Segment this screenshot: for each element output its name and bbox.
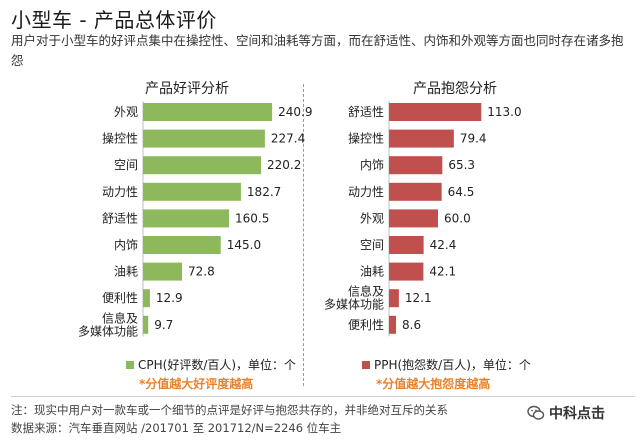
chart-1-value-label-4: 60.0 bbox=[444, 211, 471, 225]
chart-0-value-label-8: 9.7 bbox=[154, 318, 173, 332]
chart-1-bar-5 bbox=[389, 236, 424, 254]
chart-1-category-label-4: 外观 bbox=[360, 211, 384, 225]
footer-note: 注：现实中用户对一款车或一个细节的点评是好评与抱怨共存的，并非绝对互斥的关系 bbox=[11, 403, 448, 417]
left-legend-note: *分值越大好评度越高 bbox=[139, 377, 254, 391]
chart-0-bar-6 bbox=[143, 262, 183, 281]
left-legend-swatch bbox=[126, 361, 134, 369]
chart-0-bar-4 bbox=[143, 209, 230, 228]
chart-1-bar-6 bbox=[389, 262, 424, 281]
chart-1-category-label-3: 动力性 bbox=[348, 185, 384, 199]
chart-0-category-label-0: 外观 bbox=[114, 105, 138, 119]
chart-1-category-label-5: 空间 bbox=[360, 238, 384, 252]
footer-divider bbox=[11, 396, 635, 397]
chart-0-category-label-2: 空间 bbox=[114, 158, 138, 172]
chart-1-category-label-0: 舒适性 bbox=[348, 105, 384, 119]
chart-0-bar-1 bbox=[143, 129, 265, 148]
chart-1-bar-3 bbox=[389, 182, 442, 201]
chart-1-bar-8 bbox=[389, 315, 397, 334]
right-legend: PPH(抱怨数/百人)，单位：个 bbox=[362, 356, 531, 373]
chart-1-value-label-6: 42.1 bbox=[429, 265, 456, 279]
chart-0-value-label-6: 72.8 bbox=[188, 265, 215, 279]
chart-1-bar-1 bbox=[389, 129, 454, 148]
chart-0-bar-8 bbox=[143, 315, 149, 334]
chart-0-value-label-5: 145.0 bbox=[227, 238, 261, 252]
chart-1-value-label-2: 65.3 bbox=[448, 158, 475, 172]
chart-1-bar-4 bbox=[389, 209, 438, 228]
chart-1-value-label-3: 64.5 bbox=[448, 185, 475, 199]
chart-1-category-label-1: 操控性 bbox=[348, 131, 384, 146]
chart-1-bar-2 bbox=[389, 156, 443, 175]
chart-1-value-label-0: 113.0 bbox=[487, 105, 521, 119]
right-legend-swatch bbox=[362, 361, 370, 369]
left-legend: CPH(好评数/百人)，单位：个 bbox=[126, 356, 296, 373]
chart-0-category-label-5: 内饰 bbox=[114, 238, 138, 252]
page-subtitle: 用户对于小型车的好评点集中在操控性、空间和油耗等方面，而在舒适性、内饰和外观等方… bbox=[11, 33, 624, 68]
chart-0-bar-3 bbox=[143, 182, 241, 201]
chart-0-bar-2 bbox=[143, 156, 262, 175]
logo-text: 中科点击 bbox=[549, 406, 605, 422]
chart-0-value-label-2: 220.2 bbox=[267, 158, 301, 172]
chart-0-value-label-4: 160.5 bbox=[235, 211, 269, 225]
chart-1-category-label-6: 油耗 bbox=[360, 265, 384, 279]
chart-1-category-label-7: 信息及多媒体功能 bbox=[324, 284, 384, 312]
chart-0-bar-5 bbox=[143, 236, 221, 254]
page-title: 小型车 - 产品总体评价 bbox=[11, 8, 217, 32]
right-legend-note: *分值越大抱怨度越高 bbox=[376, 377, 491, 391]
chart-1-value-label-5: 42.4 bbox=[430, 238, 457, 252]
chart-1-value-label-8: 8.6 bbox=[402, 318, 421, 332]
chart-0-value-label-3: 182.7 bbox=[247, 185, 281, 199]
chart-0-category-label-6: 油耗 bbox=[114, 265, 138, 279]
chart-0-value-label-1: 227.4 bbox=[271, 132, 305, 146]
left-chart-title: 产品好评分析 bbox=[145, 81, 229, 97]
chart-0-bar-0 bbox=[143, 103, 273, 121]
chart-1-category-label-8: 便利性 bbox=[348, 318, 384, 332]
chart-0-value-label-7: 12.9 bbox=[156, 291, 183, 305]
wechat-icon bbox=[527, 405, 545, 420]
chart-0-category-label-3: 动力性 bbox=[102, 185, 138, 199]
brand-logo: 中科点击 bbox=[527, 403, 605, 423]
chart-0-bar-7 bbox=[143, 289, 150, 308]
chart-1-value-label-7: 12.1 bbox=[405, 291, 432, 305]
chart-0-value-label-0: 240.9 bbox=[278, 105, 312, 119]
left-legend-label: CPH(好评数/百人)，单位：个 bbox=[138, 358, 297, 372]
right-chart-title: 产品抱怨分析 bbox=[413, 81, 497, 97]
chart-1-value-label-1: 79.4 bbox=[460, 132, 487, 146]
chart-1-bar-7 bbox=[389, 289, 399, 308]
chart-0-category-label-8: 信息及多媒体功能 bbox=[78, 310, 138, 338]
chart-1-bar-0 bbox=[389, 103, 482, 121]
chart-1-category-label-2: 内饰 bbox=[360, 158, 384, 172]
chart-divider bbox=[303, 84, 304, 386]
right-legend-label: PPH(抱怨数/百人)，单位：个 bbox=[374, 358, 531, 372]
chart-0-category-label-1: 操控性 bbox=[102, 131, 138, 146]
chart-0-category-label-7: 便利性 bbox=[102, 291, 138, 305]
chart-0-category-label-4: 舒适性 bbox=[102, 211, 138, 225]
footer-source: 数据来源：汽车垂直网站 /201701 至 201712/N=2246 位车主 bbox=[11, 421, 342, 435]
